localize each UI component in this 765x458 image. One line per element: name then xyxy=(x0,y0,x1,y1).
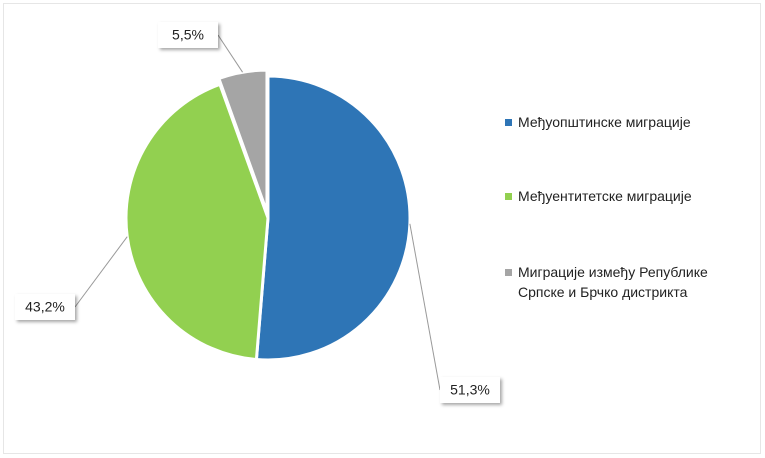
legend-item: Међуентитетске миграције xyxy=(505,186,735,206)
data-label-box xyxy=(440,377,500,403)
legend-swatch xyxy=(505,119,512,126)
legend-label: Међуопштинске миграције xyxy=(518,114,691,130)
legend-label: Међуентитетске миграције xyxy=(518,188,692,204)
legend-swatch xyxy=(505,269,512,276)
legend-item: Међуопштинске миграције xyxy=(505,112,735,132)
data-label: 5,5% xyxy=(172,27,204,43)
data-label-box xyxy=(15,294,75,320)
legend-label: Миграције између Републике Српске и Брчк… xyxy=(518,264,708,300)
pie-slice xyxy=(254,74,412,362)
leader-line xyxy=(409,223,441,391)
pie-slice xyxy=(124,82,270,362)
legend-swatch xyxy=(505,193,512,200)
leader-line xyxy=(217,34,243,73)
pie-slice xyxy=(216,68,269,213)
leader-line xyxy=(74,236,128,308)
data-label: 43,2% xyxy=(25,299,65,315)
data-label: 51,3% xyxy=(450,382,490,398)
legend-item: Миграције између Републике Српске и Брчк… xyxy=(505,262,735,302)
data-label-box xyxy=(158,22,218,48)
